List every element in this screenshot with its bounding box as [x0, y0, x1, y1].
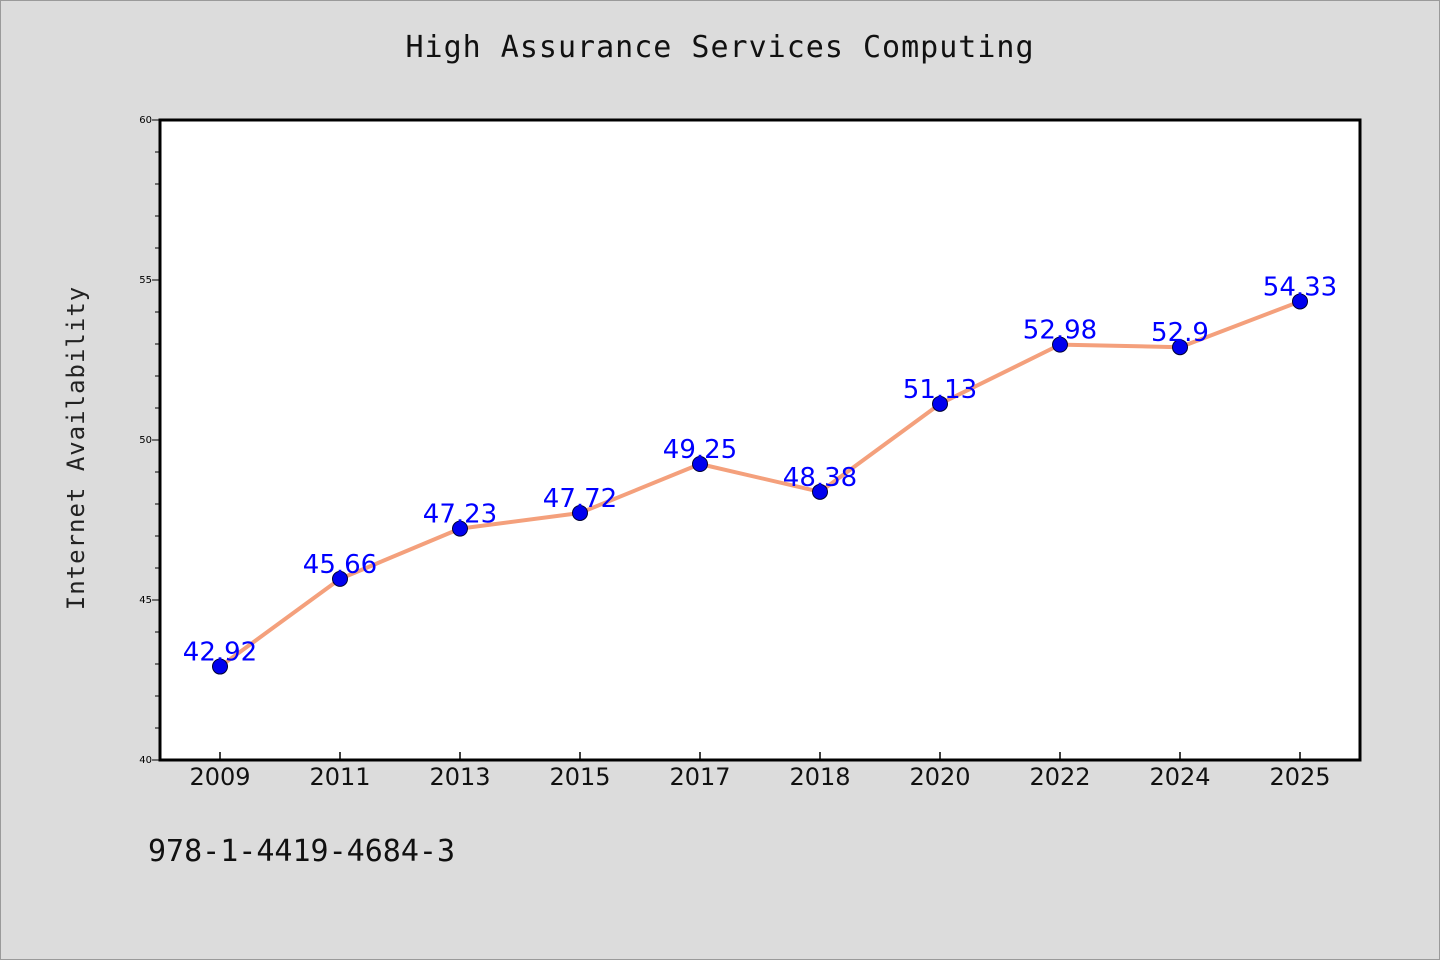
data-point — [332, 570, 348, 587]
x-tick-label: 2022 — [1029, 763, 1090, 791]
x-tick-label: 2015 — [549, 763, 610, 791]
data-markers — [212, 293, 1308, 675]
data-label: 54.33 — [1263, 272, 1337, 302]
plot-area — [160, 120, 1360, 760]
data-label: 42.92 — [183, 638, 257, 668]
plot-border — [158, 118, 1362, 762]
data-label: 52.9 — [1151, 318, 1209, 348]
x-axis-ticks: 2009 2011 2013 2015 2017 2018 2020 2022 2024 2025 — [189, 752, 1331, 791]
data-point — [572, 504, 588, 521]
data-label: 47.23 — [423, 500, 497, 530]
data-point — [452, 520, 468, 537]
data-label: 52.98 — [1023, 316, 1097, 346]
y-axis-ticks: 40 45 50 55 60 — [139, 115, 160, 766]
x-tick-label: 2017 — [669, 763, 730, 791]
data-label: 51.13 — [903, 375, 977, 405]
data-point — [1172, 339, 1188, 356]
y-tick-label: 60 — [139, 115, 152, 126]
x-tick-label: 2025 — [1269, 763, 1330, 791]
data-point — [932, 395, 948, 412]
y-tick-label: 45 — [139, 595, 152, 606]
data-point — [812, 483, 828, 500]
data-point — [1292, 293, 1308, 310]
data-labels: 42.92 45.66 47.23 47.72 49.25 48.38 51.13 52.98… — [183, 272, 1337, 667]
data-point — [692, 456, 708, 472]
y-tick-label: 40 — [139, 755, 152, 766]
data-point — [1052, 336, 1068, 353]
data-point — [212, 658, 228, 675]
x-tick-label: 2018 — [789, 763, 850, 791]
y-tick-label: 55 — [139, 275, 152, 286]
data-label: 48.38 — [783, 463, 857, 493]
chart-title: High Assurance Services Computing — [405, 30, 1035, 65]
x-tick-label: 2020 — [909, 763, 970, 791]
x-tick-label: 2013 — [429, 763, 490, 791]
x-tick-label: 2011 — [309, 763, 370, 791]
isbn-text: 978-1-4419-4684-3 — [148, 834, 456, 869]
data-label: 49.25 — [663, 435, 737, 465]
series-line — [218, 299, 1302, 669]
data-label: 45.66 — [303, 550, 377, 580]
data-label: 47.72 — [543, 484, 617, 514]
x-tick-label: 2024 — [1149, 763, 1210, 791]
x-tick-label: 2009 — [189, 763, 250, 791]
y-tick-label: 50 — [139, 435, 152, 446]
